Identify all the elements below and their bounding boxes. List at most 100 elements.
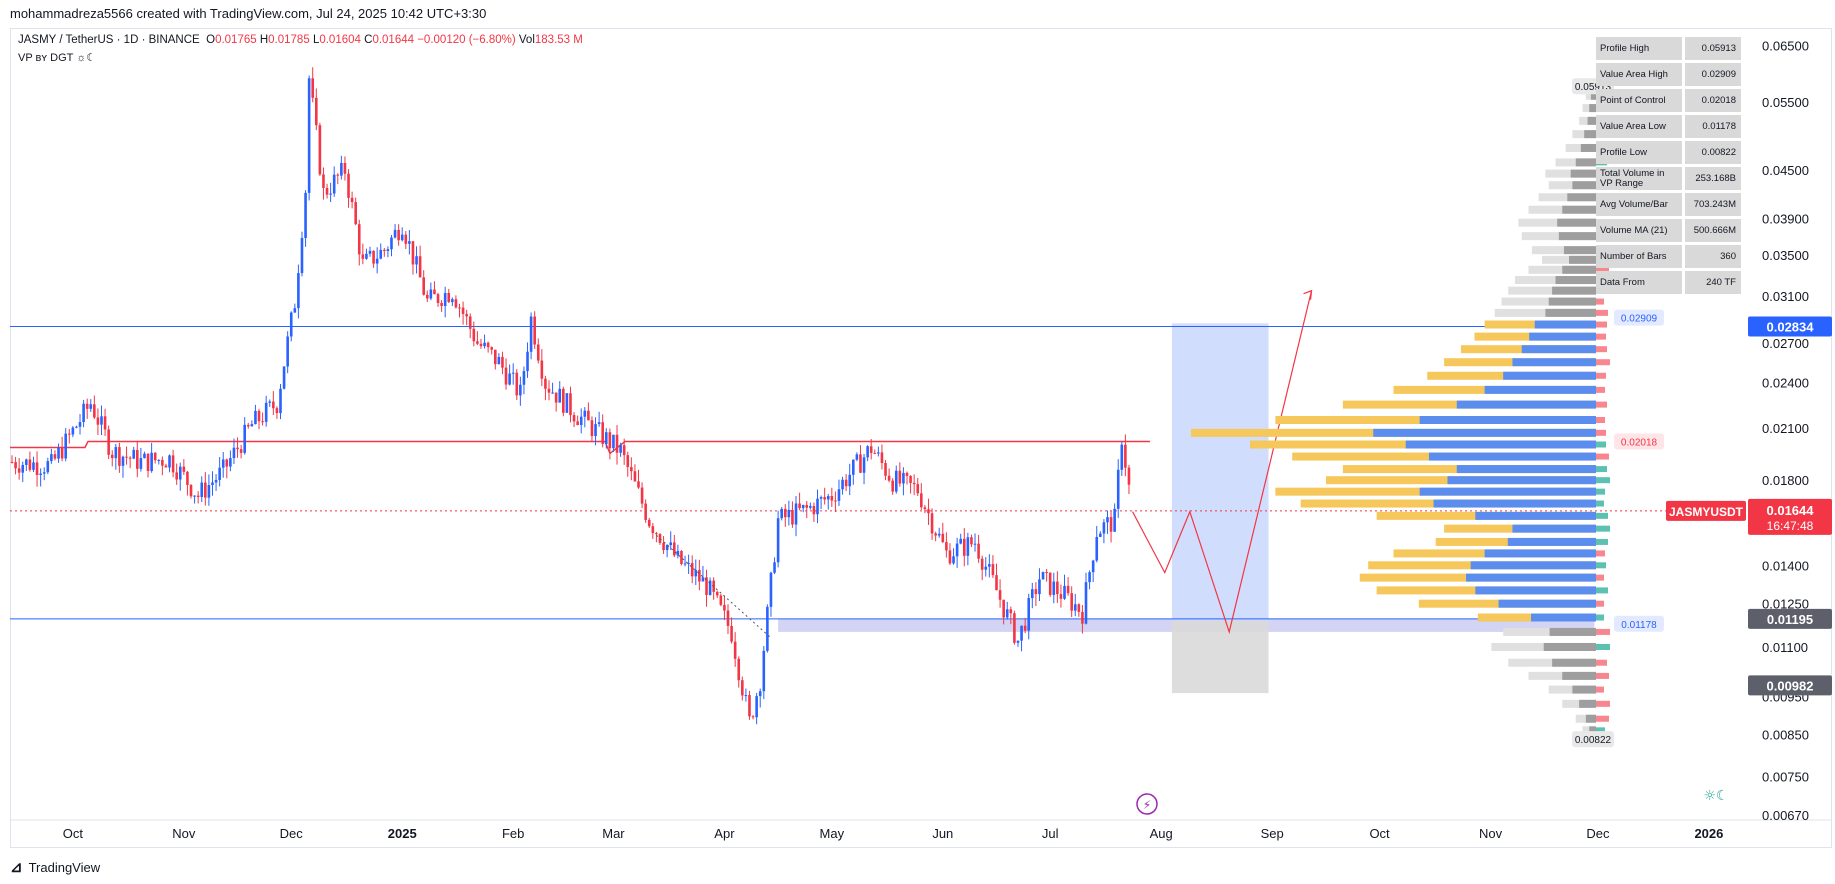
- profile-delta-bar: [1596, 659, 1607, 666]
- candle-body: [1016, 640, 1020, 643]
- profile-delta-bar: [1596, 628, 1610, 635]
- countdown-timer: 16:47:48: [1767, 519, 1814, 533]
- candle-body: [923, 507, 927, 510]
- candle-body: [289, 312, 293, 337]
- symbol-tag: JASMYUSDT: [1669, 505, 1744, 519]
- stats-row: Value Area Low 0.01178: [1596, 115, 1741, 138]
- profile-delta-bar: [1596, 477, 1610, 484]
- candle-body: [32, 462, 35, 470]
- candle-body: [211, 482, 214, 486]
- change-value: −0.00120 (−6.80%): [417, 34, 516, 46]
- profile-delta-bar: [1596, 372, 1606, 379]
- x-tick-label: Apr: [714, 826, 735, 841]
- candle-body: [243, 424, 246, 453]
- candle-body: [157, 459, 161, 461]
- candle-body: [21, 464, 25, 473]
- symbol-title[interactable]: JASMY / TetherUS · 1D · BINANCE: [18, 34, 200, 46]
- candle-body: [622, 445, 626, 456]
- candle-body: [905, 472, 909, 476]
- candle-body: [501, 356, 504, 368]
- candle-body: [569, 393, 572, 416]
- profile-bar-grey: [1587, 116, 1596, 125]
- profile-delta-bar: [1596, 266, 1609, 273]
- candle-body: [350, 197, 354, 203]
- candle-body: [644, 503, 647, 520]
- candle-body: [837, 489, 841, 501]
- profile-bar-blue: [1484, 385, 1596, 394]
- candle-body: [232, 447, 236, 459]
- candle-body: [862, 457, 866, 473]
- candle-body: [773, 562, 776, 573]
- candle-body: [347, 173, 350, 198]
- y-tick-label: 0.02100: [1762, 421, 1809, 436]
- candle-body: [515, 372, 519, 396]
- candle-body: [977, 543, 980, 559]
- candle-body: [680, 550, 683, 564]
- profile-bar-grey: [1562, 265, 1596, 274]
- high-label: H: [259, 34, 269, 46]
- close-label: C: [364, 34, 373, 46]
- candle-body: [1041, 572, 1045, 580]
- x-tick-label: Feb: [502, 826, 524, 841]
- x-tick-label: Sep: [1261, 826, 1284, 841]
- profile-delta-bar: [1596, 488, 1605, 495]
- candle-body: [547, 388, 551, 393]
- candle-body: [318, 125, 322, 175]
- y-tick-label: 0.02400: [1762, 376, 1809, 391]
- candle-body: [454, 299, 458, 308]
- candle-body: [264, 402, 268, 422]
- candle-body: [239, 449, 243, 453]
- candle-body: [633, 471, 637, 482]
- stats-row: Value Area High 0.02909: [1596, 63, 1741, 86]
- vah-tag-bg: [1614, 309, 1664, 326]
- candle-body: [39, 473, 42, 475]
- profile-delta-bar: [1596, 587, 1608, 594]
- candle-body: [690, 562, 694, 577]
- candle-body: [719, 595, 723, 605]
- candle-body: [404, 234, 408, 244]
- candle-body: [96, 417, 100, 425]
- candle-body: [819, 497, 823, 499]
- candle-body: [221, 459, 225, 468]
- candle-body: [812, 505, 816, 515]
- open-label: O: [206, 34, 216, 46]
- candle-body: [991, 564, 995, 576]
- candle-body: [723, 604, 726, 611]
- candle-body: [655, 533, 658, 535]
- candle-body: [988, 564, 991, 567]
- y-tick-label: 0.01100: [1762, 640, 1808, 655]
- y-tick-label: 0.04500: [1762, 163, 1809, 178]
- candle-body: [869, 446, 873, 453]
- lightning-icon-ring: [1136, 793, 1158, 815]
- candle-body: [1106, 517, 1109, 523]
- volume-label: Vol: [518, 34, 535, 46]
- val-tag-bg: [1614, 615, 1664, 632]
- stats-value: 0.05913: [1685, 37, 1741, 60]
- candle-body: [970, 537, 973, 545]
- candle-body: [261, 421, 264, 423]
- indicator-label[interactable]: VP ʙʏ DGT ☼☾: [18, 52, 97, 64]
- stats-key: Value Area High: [1596, 63, 1682, 86]
- profile-delta-bar: [1596, 550, 1605, 557]
- candle-body: [544, 378, 547, 389]
- profile-bar-grey: [1584, 130, 1596, 139]
- y-tick-label: 0.06500: [1762, 38, 1809, 53]
- candle-body: [1038, 579, 1041, 595]
- candle-body: [751, 716, 755, 718]
- profile-delta-bar: [1596, 333, 1606, 340]
- profile-bar-grey: [1585, 714, 1596, 723]
- profile-delta-bar: [1596, 574, 1604, 581]
- candle-body: [1084, 582, 1088, 624]
- candle-body: [533, 316, 536, 345]
- candle-body: [193, 495, 196, 497]
- candle-body: [952, 556, 955, 564]
- candle-body: [562, 388, 565, 413]
- candle-body: [196, 495, 200, 498]
- projection-path: [1132, 290, 1313, 635]
- y-tick-label: 0.03100: [1762, 289, 1809, 304]
- profile-delta-bar: [1596, 525, 1610, 532]
- candle-body: [465, 313, 468, 317]
- candle-body: [476, 341, 479, 344]
- profile-bar-grey: [1579, 699, 1596, 708]
